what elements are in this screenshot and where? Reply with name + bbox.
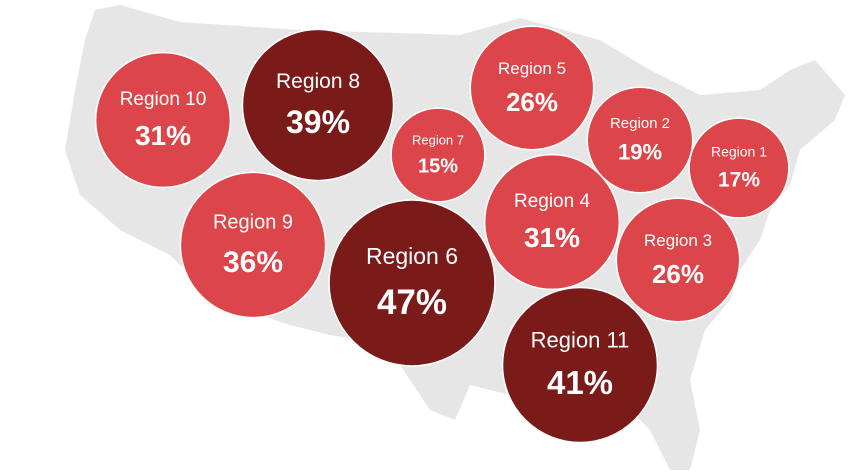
region-value: 31% (135, 120, 191, 151)
region-bubble (94, 51, 232, 189)
region-bubble (615, 197, 741, 323)
region-name: Region 9 (213, 212, 293, 234)
region-bubble (501, 286, 659, 444)
region-value: 36% (223, 246, 283, 279)
region-name: Region 11 (531, 328, 630, 353)
region-value: 26% (652, 259, 704, 289)
region-value: 47% (377, 283, 447, 322)
region-value: 19% (618, 140, 662, 165)
region-name: Region 4 (514, 191, 590, 212)
region-name: Region 10 (120, 89, 207, 110)
region-value: 41% (547, 364, 613, 401)
region-value: 17% (718, 169, 760, 192)
region-name: Region 6 (366, 243, 458, 269)
region-value: 15% (418, 155, 458, 177)
region-bubble (483, 153, 621, 291)
region-bubble (328, 199, 496, 367)
region-bubble (586, 86, 694, 194)
region-value: 26% (506, 87, 558, 117)
region-value: 31% (524, 222, 580, 253)
region-name: Region 8 (276, 70, 360, 93)
region-bubble (390, 107, 486, 203)
region-bubble (688, 117, 790, 219)
region-name: Region 2 (610, 115, 670, 132)
region-name: Region 1 (711, 144, 767, 160)
region-bubble (179, 171, 327, 319)
region-bubble (241, 28, 395, 182)
region-name: Region 5 (498, 59, 566, 78)
region-bubble (469, 25, 595, 151)
region-name: Region 3 (644, 231, 712, 250)
region-value: 39% (286, 104, 350, 140)
region-name: Region 7 (412, 132, 464, 147)
